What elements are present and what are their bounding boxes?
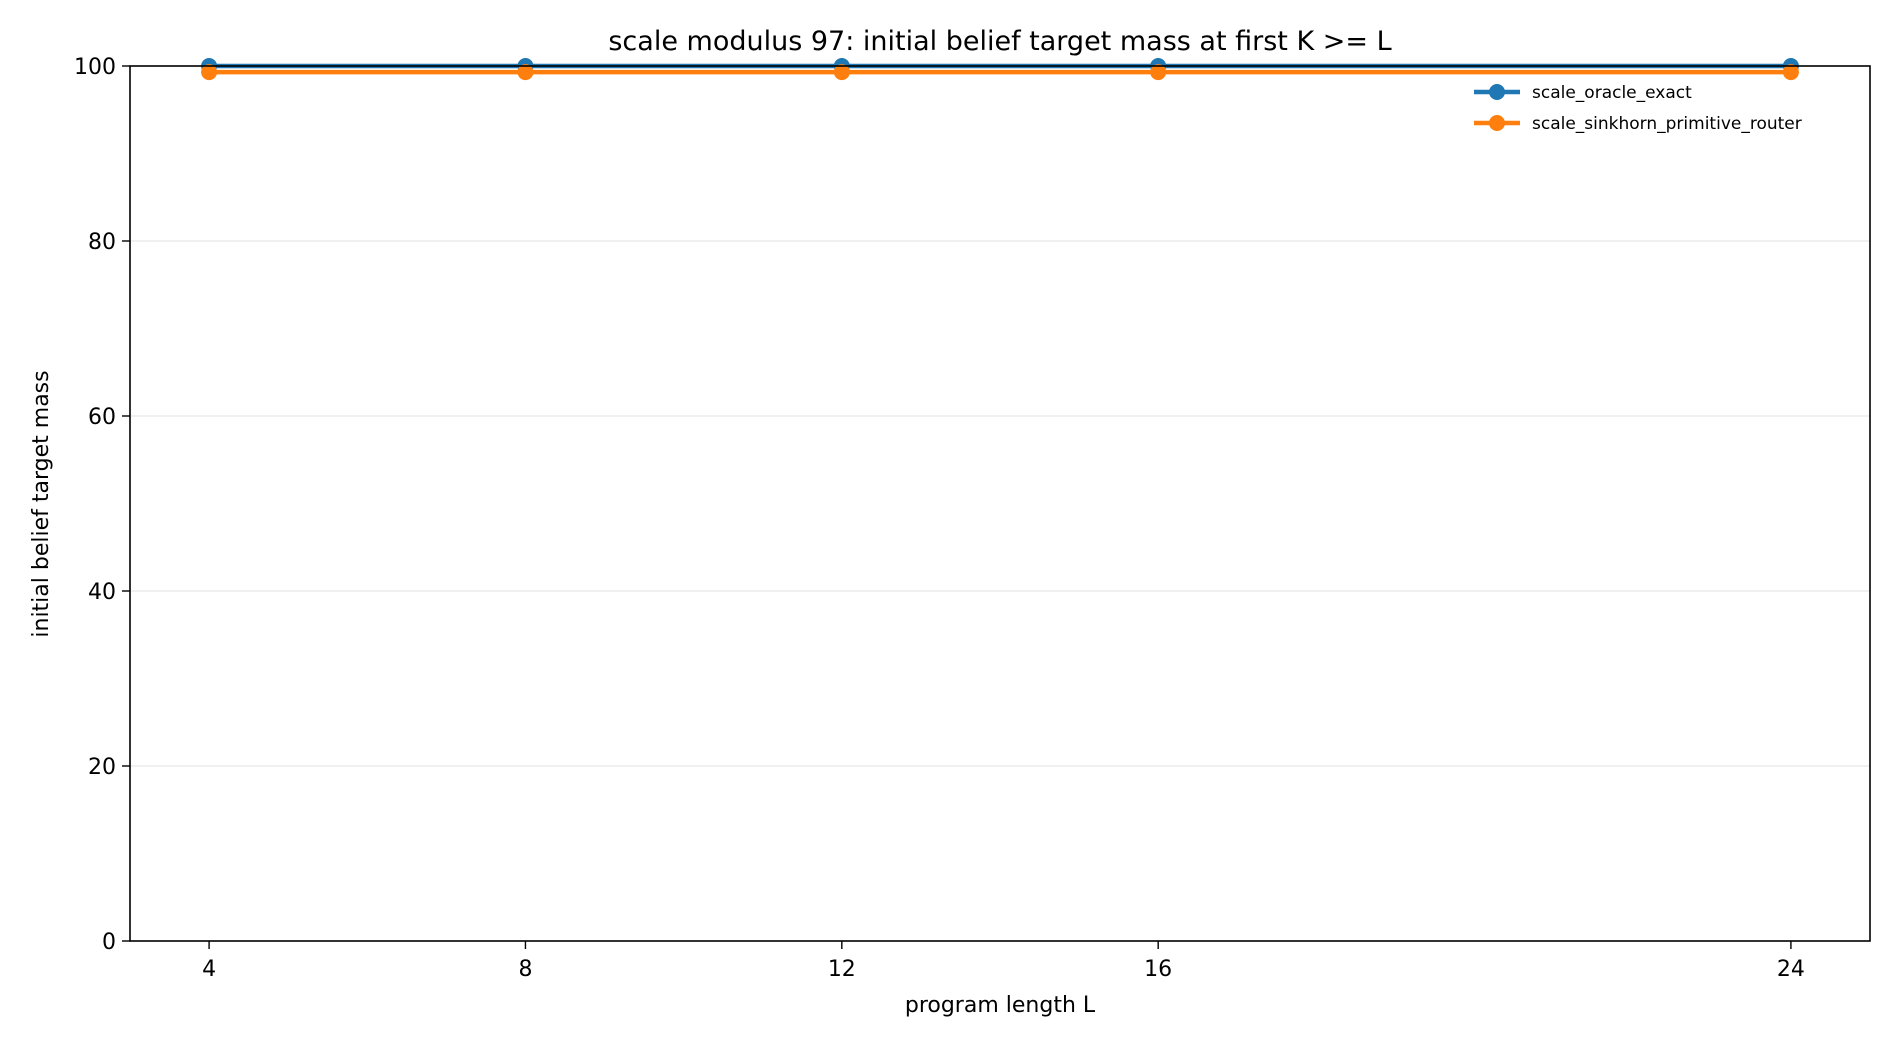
series-layer bbox=[201, 58, 1799, 81]
data-point bbox=[517, 64, 534, 81]
legend-label: scale_oracle_exact bbox=[1532, 83, 1692, 103]
legend-label: scale_sinkhorn_primitive_router bbox=[1532, 114, 1802, 134]
y-tick-label: 60 bbox=[88, 405, 116, 430]
x-tick-label: 16 bbox=[1144, 957, 1172, 982]
legend: scale_oracle_exact scale_sinkhorn_primiti… bbox=[1474, 83, 1802, 134]
y-axis: 0 20 40 60 80 100 bbox=[74, 55, 130, 955]
x-tick-label: 12 bbox=[828, 957, 856, 982]
y-tick-label: 40 bbox=[88, 580, 116, 605]
data-point bbox=[1150, 64, 1167, 81]
x-tick-label: 4 bbox=[202, 957, 216, 982]
chart-title: scale modulus 97: initial belief target … bbox=[608, 26, 1391, 57]
x-axis-label: program length L bbox=[905, 993, 1096, 1018]
grid bbox=[130, 240, 1870, 767]
legend-marker bbox=[1489, 115, 1505, 131]
data-point bbox=[1782, 64, 1799, 81]
y-tick-label: 20 bbox=[88, 755, 116, 780]
x-tick-label: 8 bbox=[518, 957, 532, 982]
y-tick-label: 100 bbox=[74, 55, 116, 80]
y-tick-label: 80 bbox=[88, 230, 116, 255]
y-tick-label: 0 bbox=[102, 930, 116, 955]
plot-frame bbox=[129, 65, 1871, 942]
x-tick-label: 24 bbox=[1777, 957, 1805, 982]
y-axis-label: initial belief target mass bbox=[29, 370, 54, 637]
data-point bbox=[833, 64, 850, 81]
series-scale_sinkhorn_primitive_router bbox=[201, 64, 1799, 81]
data-point bbox=[201, 64, 218, 81]
x-axis: 4 8 12 16 24 bbox=[202, 941, 1805, 982]
legend-marker bbox=[1489, 84, 1505, 100]
